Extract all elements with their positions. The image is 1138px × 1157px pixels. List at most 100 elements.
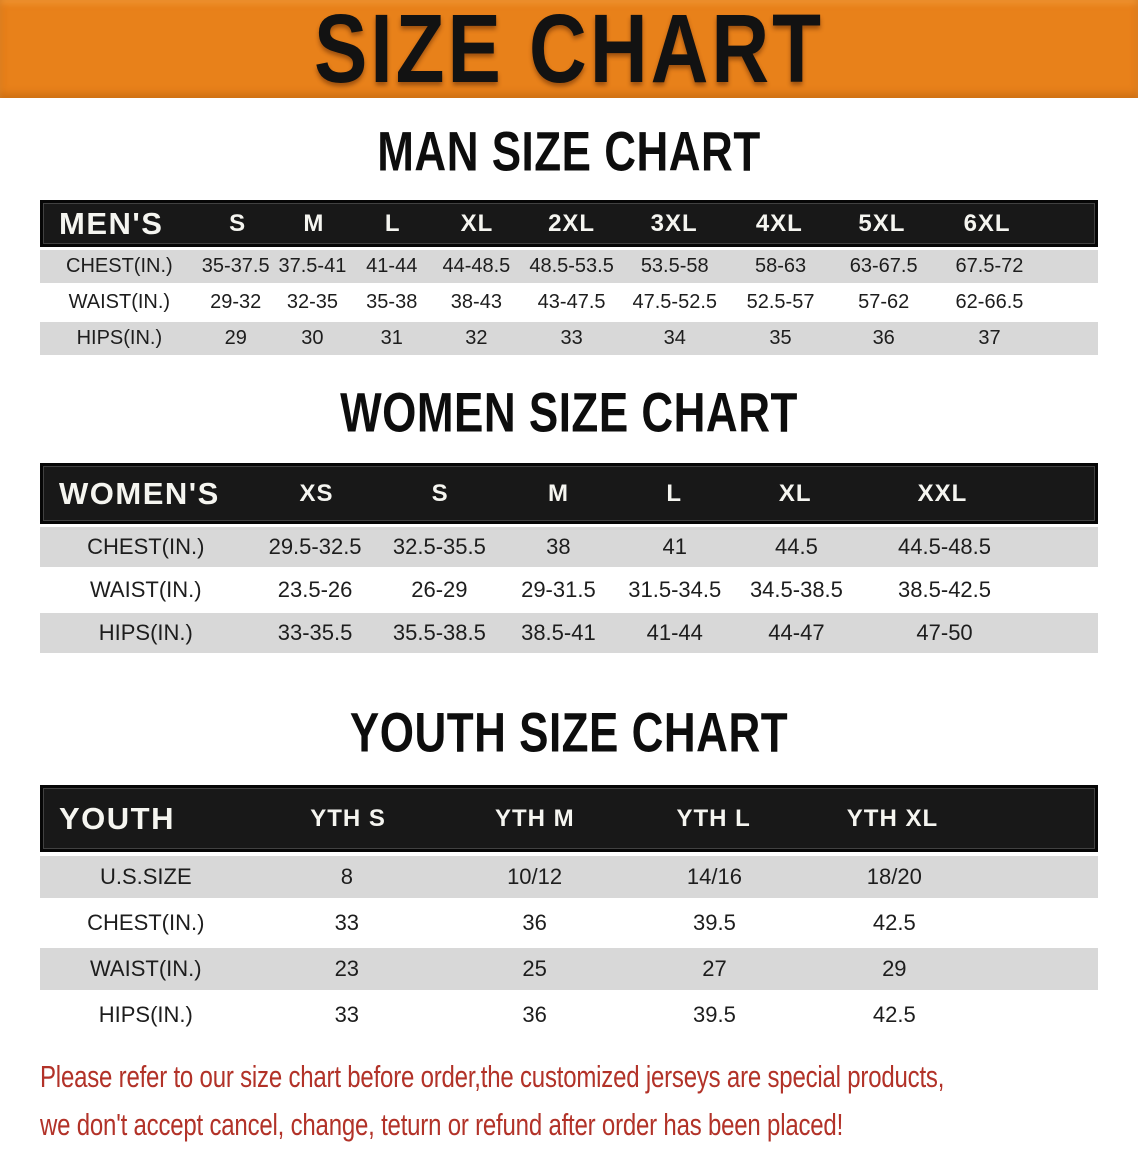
women-size-title: WOMEN SIZE CHART [0, 355, 1138, 463]
value-cell: 44.5 [775, 534, 818, 559]
value-cell: 29-31.5 [521, 577, 596, 602]
value-cell: 39.5 [693, 1002, 736, 1027]
size-header-cell: S [229, 209, 247, 237]
row-label: CHEST(IN.) [66, 255, 173, 277]
value-cell: 38-43 [450, 291, 502, 313]
row-label: HIPS(IN.) [76, 327, 163, 349]
value-cell: 63-67.5 [849, 255, 918, 277]
row-label: HIPS(IN.) [98, 1002, 193, 1027]
value-cell: 58-63 [754, 255, 807, 277]
value-cell: 32-35 [286, 291, 338, 313]
value-cell: 44-48.5 [442, 255, 511, 277]
value-cell: 36 [522, 1002, 547, 1027]
disclaimer-line-1: Please refer to our size chart before or… [40, 1060, 945, 1095]
value-cell: 52.5-57 [746, 291, 815, 313]
value-cell: 62-66.5 [955, 291, 1024, 313]
value-cell: 37.5-41 [278, 255, 347, 277]
table-header-row: MEN'S S M L XL 2XL 3XL 4XL 5XL 6XL [40, 200, 1098, 247]
value-cell: 38.5-42.5 [898, 577, 992, 602]
row-label: CHEST(IN.) [87, 910, 205, 935]
value-cell: 29 [882, 956, 907, 981]
value-cell: 36 [872, 327, 895, 349]
table-title-cell: YOUTH [59, 800, 175, 836]
table-header-row: WOMEN'S XS S M L XL XXL [40, 463, 1098, 524]
table-title-cell: WOMEN'S [59, 475, 220, 511]
table-row: WAIST(IN.) 23 25 27 29 [40, 948, 1098, 990]
value-cell: 30 [301, 327, 324, 349]
man-size-section: MAN SIZE CHART MEN'S S M L XL 2XL 3XL 4XL 5XL 6XL… [0, 98, 1138, 355]
value-cell: 67.5-72 [955, 255, 1024, 277]
size-header-cell: 4XL [755, 209, 803, 237]
value-cell: 48.5-53.5 [529, 255, 614, 277]
women-size-section: WOMEN SIZE CHART WOMEN'S XS S M L XL XXL CHEST(… [0, 355, 1138, 653]
value-cell: 35-37.5 [201, 255, 270, 277]
value-cell: 27 [702, 956, 727, 981]
value-cell: 44-47 [768, 620, 825, 645]
value-cell: 29.5-32.5 [268, 534, 362, 559]
men-size-table: MEN'S S M L XL 2XL 3XL 4XL 5XL 6XL CHEST(IN.) 35-37… [40, 200, 1098, 355]
size-header-cell: XS [299, 479, 334, 507]
table-row: CHEST(IN.) 35-37.5 37.5-41 41-44 44-48.5 48.5… [40, 250, 1098, 283]
banner-title: SIZE CHART [314, 0, 824, 103]
table-row: HIPS(IN.) 33 36 39.5 42.5 [40, 994, 1098, 1036]
value-cell: 14/16 [686, 864, 742, 889]
value-cell: 35.5-38.5 [392, 620, 486, 645]
value-cell: 36 [522, 910, 547, 935]
value-cell: 29-32 [210, 291, 262, 313]
youth-size-title: YOUTH SIZE CHART [0, 653, 1138, 785]
value-cell: 18/20 [866, 864, 922, 889]
value-cell: 33 [334, 1002, 360, 1027]
size-chart-banner: SIZE CHART [0, 0, 1138, 103]
size-header-cell: 6XL [963, 209, 1011, 237]
value-cell: 47.5-52.5 [632, 291, 717, 313]
table-row: U.S.SIZE 8 10/12 14/16 18/20 [40, 856, 1098, 898]
value-cell: 57-62 [858, 291, 910, 313]
disclaimer-line-2: we don't accept cancel, change, teturn o… [40, 1108, 844, 1143]
size-header-cell: YTH XL [846, 804, 939, 832]
value-cell: 32 [465, 327, 488, 349]
size-header-cell: 2XL [548, 209, 596, 237]
row-label: WAIST(IN.) [68, 291, 171, 313]
man-size-title: MAN SIZE CHART [0, 98, 1138, 200]
value-cell: 26-29 [411, 577, 468, 602]
size-header-cell: S [431, 479, 449, 507]
size-header-cell: XXL [917, 479, 968, 507]
table-row: HIPS(IN.) 33-35.5 35.5-38.5 38.5-41 41-44 44-… [40, 613, 1098, 653]
women-size-title-text: WOMEN SIZE CHART [340, 382, 798, 445]
women-size-table: WOMEN'S XS S M L XL XXL CHEST(IN.) 29.5-32.5 32.5… [40, 463, 1098, 653]
man-size-title-text: MAN SIZE CHART [377, 121, 761, 184]
value-cell: 25 [522, 956, 547, 981]
value-cell: 41 [662, 534, 687, 559]
value-cell: 33-35.5 [277, 620, 353, 645]
size-header-cell: YTH M [494, 804, 575, 832]
youth-size-title-text: YOUTH SIZE CHART [349, 702, 789, 765]
value-cell: 44.5-48.5 [898, 534, 992, 559]
value-cell: 31 [380, 327, 403, 349]
size-header-cell: 3XL [650, 209, 698, 237]
value-cell: 32.5-35.5 [392, 534, 486, 559]
value-cell: 31.5-34.5 [628, 577, 722, 602]
youth-size-table: YOUTH YTH S YTH M YTH L YTH XL U.S.SIZE 8 10/12… [40, 785, 1098, 1036]
size-header-cell: L [384, 209, 401, 237]
row-label: WAIST(IN.) [89, 577, 202, 602]
table-row: CHEST(IN.) 33 36 39.5 42.5 [40, 902, 1098, 944]
value-cell: 39.5 [693, 910, 736, 935]
value-cell: 42.5 [872, 1002, 916, 1027]
value-cell: 23.5-26 [277, 577, 353, 602]
row-label: CHEST(IN.) [87, 534, 205, 559]
size-header-cell: 5XL [858, 209, 906, 237]
size-header-cell: XL [460, 209, 494, 237]
value-cell: 29 [224, 327, 247, 349]
value-cell: 10/12 [507, 864, 563, 889]
value-cell: 34.5-38.5 [749, 577, 843, 602]
table-row: HIPS(IN.) 29 30 31 32 33 34 35 36 37 [40, 322, 1098, 355]
table-row: CHEST(IN.) 29.5-32.5 32.5-35.5 38 41 44.5 44.5… [40, 527, 1098, 567]
value-cell: 34 [663, 327, 686, 349]
value-cell: 42.5 [872, 910, 916, 935]
size-header-cell: M [303, 209, 325, 237]
row-label: HIPS(IN.) [98, 620, 193, 645]
value-cell: 8 [340, 864, 353, 889]
table-row: WAIST(IN.) 23.5-26 26-29 29-31.5 31.5-34.5 34… [40, 570, 1098, 610]
order-disclaimer: Please refer to our size chart before or… [40, 1054, 1098, 1150]
value-cell: 38.5-41 [521, 620, 596, 645]
